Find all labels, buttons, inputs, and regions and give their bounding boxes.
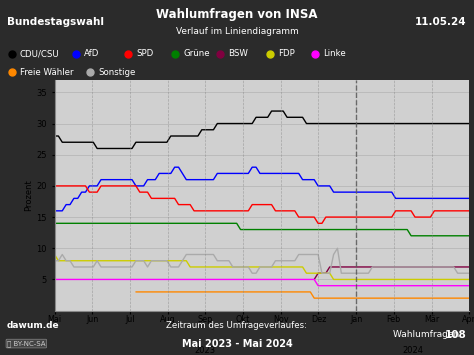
Text: SPD: SPD: [136, 49, 153, 58]
Text: Sonstige: Sonstige: [98, 67, 136, 77]
Text: 11.05.24: 11.05.24: [415, 17, 467, 27]
Text: dawum.de: dawum.de: [7, 321, 60, 330]
Text: BSW: BSW: [228, 49, 248, 58]
Text: 2023: 2023: [195, 346, 216, 355]
Text: Wahlumfragen:: Wahlumfragen:: [392, 330, 465, 339]
Text: Zeitraum des Umfrageverlaufes:: Zeitraum des Umfrageverlaufes:: [166, 321, 308, 330]
Text: Verlauf im Liniendiagramm: Verlauf im Liniendiagramm: [176, 27, 298, 37]
Text: Ⓒ BY-NC-SA: Ⓒ BY-NC-SA: [7, 340, 46, 347]
Text: Bundestagswahl: Bundestagswahl: [7, 17, 104, 27]
Y-axis label: Prozent: Prozent: [25, 179, 34, 211]
Text: CDU/CSU: CDU/CSU: [20, 49, 60, 58]
Text: Wahlumfragen von INSA: Wahlumfragen von INSA: [156, 8, 318, 21]
Text: 2024: 2024: [402, 346, 423, 355]
Text: Freie Wähler: Freie Wähler: [20, 67, 73, 77]
Text: 108: 108: [445, 329, 467, 340]
Text: Mai 2023 - Mai 2024: Mai 2023 - Mai 2024: [182, 339, 292, 349]
Text: AfD: AfD: [84, 49, 99, 58]
Text: Grüne: Grüne: [183, 49, 210, 58]
Text: Linke: Linke: [323, 49, 346, 58]
Text: FDP: FDP: [278, 49, 295, 58]
